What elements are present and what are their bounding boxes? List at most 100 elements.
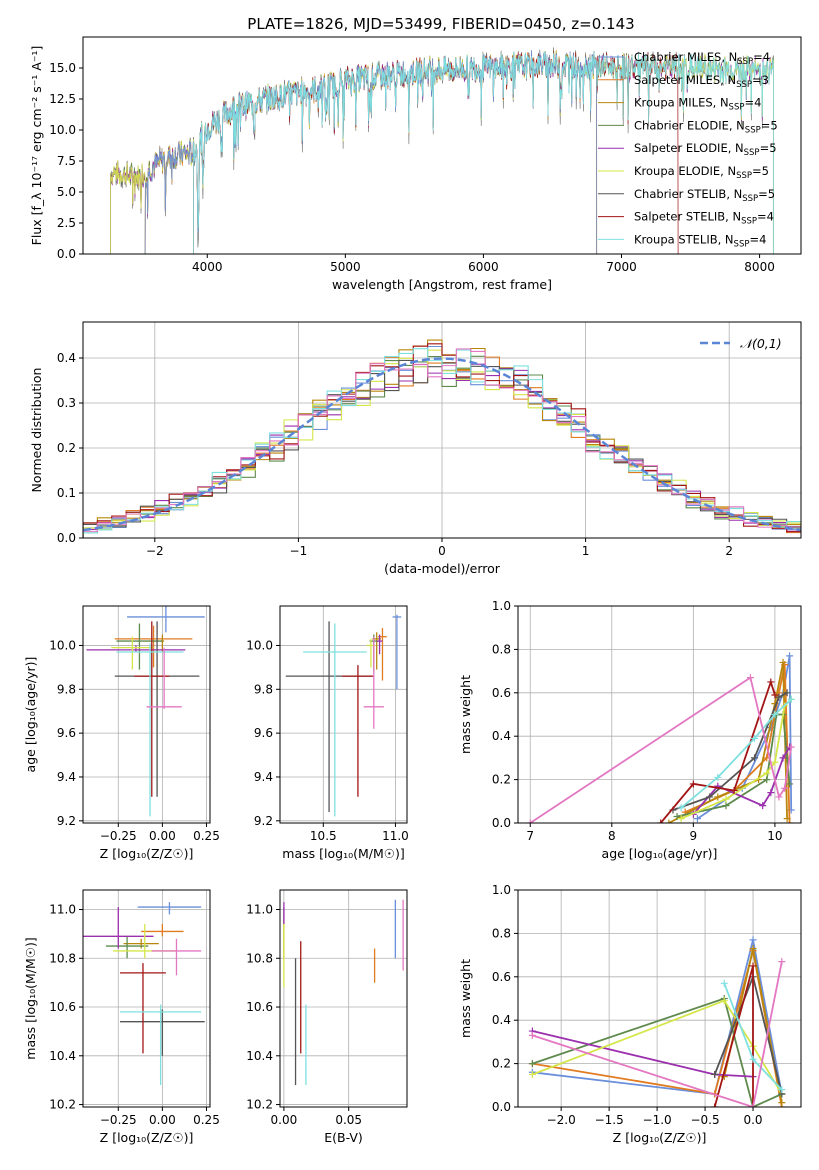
legend-subscript: SSP [729, 103, 745, 113]
series-line [676, 713, 791, 818]
y-axis-label: age [log₁₀(age/yr)] [23, 657, 38, 773]
legend-value: =5 [760, 141, 777, 155]
point-marker [722, 795, 730, 803]
legend-value: =5 [758, 187, 775, 201]
x-tick-label: 10.5 [310, 829, 337, 843]
y-tick-label: 9.6 [57, 726, 76, 740]
point-marker [771, 758, 779, 766]
point-marker [528, 1031, 536, 1039]
y-tick-label: 0.4 [492, 1013, 511, 1027]
x-tick-label: 0.00 [149, 1113, 176, 1127]
y-tick-label: 1.0 [492, 599, 511, 613]
legend-value: =4 [753, 50, 770, 64]
y-tick-label: 0.0 [57, 247, 76, 261]
x-tick-label: 0.05 [335, 1113, 362, 1127]
legend-subscript: SSP [744, 148, 760, 158]
mass-weight-vs-age-plot-area [526, 652, 795, 823]
y-tick-label: 9.4 [254, 770, 273, 784]
x-tick-label: 0.25 [193, 829, 220, 843]
legend-entry: Kroupa STELIB, NSSP=4 [634, 232, 766, 249]
legend-entry: Kroupa ELODIE, NSSP=5 [634, 164, 769, 181]
spectrum-series-line [144, 50, 598, 254]
spectrum-series-line [193, 50, 774, 254]
age-vs-mass-frame [279, 605, 408, 824]
y-tick-label: 10.6 [49, 1000, 76, 1014]
y-tick-label: 10.0 [49, 638, 76, 652]
x-tick-label: 0.0 [743, 1113, 762, 1127]
point-marker [720, 997, 728, 1005]
point-marker [786, 652, 794, 660]
histogram-series [83, 348, 801, 538]
x-tick-label: 0.00 [271, 1113, 298, 1127]
point-marker [751, 754, 759, 762]
age-vs-Z-plot-area [86, 606, 205, 817]
legend-entry: Salpeter STELIB, NSSP=4 [634, 210, 774, 227]
y-tick-label: 0.6 [492, 970, 511, 984]
y-tick-label: 0.1 [57, 486, 76, 500]
normal-curve [83, 357, 801, 532]
y-tick-label: 11.0 [246, 903, 273, 917]
x-tick-label: −1.5 [595, 1113, 624, 1127]
point-marker [749, 962, 757, 970]
y-tick-label: 0.2 [492, 1057, 511, 1071]
y-tick-label: 0.2 [57, 441, 76, 455]
x-tick-label: 11.0 [382, 829, 409, 843]
x-tick-label: 10 [767, 829, 782, 843]
y-tick-label: 0.3 [57, 396, 76, 410]
x-tick-label: 8 [608, 829, 616, 843]
legend-subscript: SSP [736, 171, 752, 181]
legend-value: =4 [744, 96, 761, 110]
point-marker [528, 1070, 536, 1078]
y-tick-label: 10.2 [246, 1098, 273, 1112]
point-marker [786, 780, 794, 788]
y-tick-label: 9.8 [57, 682, 76, 696]
spectrum-frame [82, 36, 802, 255]
spectrum-plot-area [110, 47, 774, 254]
y-tick-label: 10.0 [49, 123, 76, 137]
x-tick-label: −1 [290, 544, 308, 558]
x-tick-label: 5000 [330, 260, 361, 274]
y-tick-label: 9.2 [57, 814, 76, 828]
point-marker [763, 769, 771, 777]
spectrum-series-line [144, 50, 598, 254]
x-axis-label: Z [log₁₀(Z/Z☉)] [100, 846, 194, 861]
y-axis-label: Flux [f_λ 10⁻¹⁷ erg cm⁻² s⁻¹ A⁻¹] [29, 46, 44, 246]
x-tick-label: 8000 [744, 260, 775, 274]
point-marker [526, 819, 534, 823]
age-vs-mass-axes: 10.5 11.0 9.2 9.4 9.6 9.8 10.0 mass [log₁₀(M/M☉… [246, 606, 409, 861]
y-tick-label: 0.6 [492, 686, 511, 700]
x-tick-label: −0.25 [100, 829, 137, 843]
point-marker [778, 1086, 786, 1094]
point-marker [689, 780, 697, 788]
point-marker [786, 819, 794, 823]
x-tick-label: 0.25 [193, 1113, 220, 1127]
x-tick-label: −0.25 [100, 1113, 137, 1127]
x-tick-label: 9 [690, 829, 698, 843]
y-tick-label: 0.4 [57, 351, 76, 365]
mass-vs-EBV-frame [279, 889, 408, 1108]
point-marker [677, 804, 685, 812]
y-axis-label: mass [log₁₀(M/M☉)] [23, 937, 38, 1059]
y-axis-label: mass weight [458, 675, 473, 754]
point-marker [779, 754, 787, 762]
point-marker [677, 815, 685, 823]
x-axis-label: Z [log₁₀(Z/Z☉)] [613, 1130, 707, 1145]
x-tick-label: −0.5 [690, 1113, 719, 1127]
mass-vs-EBV-plot-area [283, 899, 404, 1086]
point-marker [787, 743, 795, 751]
point-marker [746, 674, 754, 682]
y-tick-label: 1.0 [492, 883, 511, 897]
spectrum-series-line [144, 50, 598, 254]
spectrum-series-line [193, 50, 679, 254]
x-tick-label: 7 [526, 829, 534, 843]
point-marker [783, 689, 791, 697]
legend-value: =4 [749, 232, 766, 246]
y-tick-label: 10.0 [246, 638, 273, 652]
x-tick-label: −2 [146, 544, 164, 558]
y-tick-label: 0.4 [492, 729, 511, 743]
age-vs-Z-axes: −0.25 0.00 0.25 9.2 9.4 9.6 9.8 10.0 Z [log₁₀(Z/… [23, 606, 220, 861]
x-tick-label: −1.0 [643, 1113, 672, 1127]
legend-value: =5 [761, 118, 778, 132]
point-marker [767, 678, 775, 686]
y-tick-label: 0.2 [492, 773, 511, 787]
